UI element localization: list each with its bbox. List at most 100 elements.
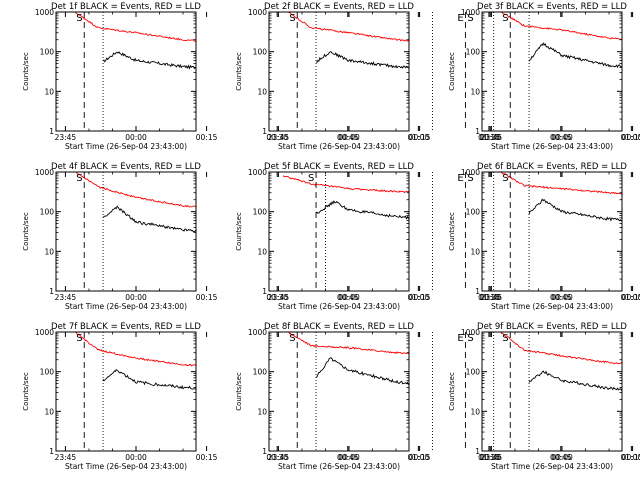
start-marker-label: S bbox=[502, 173, 508, 184]
x-tick-label: 00:15 bbox=[196, 293, 218, 302]
y-axis-label: Counts/sec bbox=[235, 372, 243, 411]
x-tick-label: 00:45 bbox=[337, 453, 359, 462]
x-tick-label: 00:15 bbox=[196, 453, 218, 462]
y-tick-label: 1 bbox=[49, 287, 54, 296]
y-tick-label: 1000 bbox=[35, 328, 54, 337]
start-marker-label: S bbox=[308, 173, 314, 184]
y-tick-label: 1 bbox=[49, 447, 54, 456]
x-axis-label: Start Time (26-Sep-04 23:43:00) bbox=[491, 142, 613, 151]
series-events-line bbox=[102, 205, 196, 233]
y-tick-label: 1000 bbox=[461, 328, 480, 337]
plot-frame bbox=[55, 331, 197, 452]
chart-panel-8: SES110100100023:4500:0000:1500:3000:4501… bbox=[235, 322, 640, 471]
chart-title: Det 2f BLACK = Events, RED = LLD bbox=[264, 2, 414, 12]
chart-panel-6: SES110100100023:4500:0000:1500:3000:4501… bbox=[448, 162, 640, 311]
chart-title: Det 3f BLACK = Events, RED = LLD bbox=[477, 2, 627, 12]
series-lld-line bbox=[287, 12, 409, 42]
series-events-line bbox=[102, 369, 196, 390]
y-tick-label: 1 bbox=[49, 127, 54, 136]
x-tick-label: 23:45 bbox=[481, 293, 503, 302]
x-axis-label: Start Time (26-Sep-04 23:43:00) bbox=[65, 462, 187, 471]
y-tick-label: 100 bbox=[253, 368, 268, 377]
y-axis-label: Counts/sec bbox=[448, 372, 456, 411]
chart-title: Det 9f BLACK = Events, RED = LLD bbox=[477, 322, 627, 332]
x-tick-label: 01:00 bbox=[408, 133, 430, 142]
x-tick-label: 01:00 bbox=[408, 453, 430, 462]
chart-title: Det 8f BLACK = Events, RED = LLD bbox=[264, 322, 414, 332]
series-lld-line bbox=[500, 172, 622, 195]
x-tick-label: 01:00 bbox=[621, 133, 640, 142]
series-lld-line bbox=[282, 175, 409, 194]
y-axis-label: Counts/sec bbox=[235, 52, 243, 91]
x-tick-label: 00:30 bbox=[266, 293, 288, 302]
x-axis-label: Start Time (26-Sep-04 23:43:00) bbox=[491, 302, 613, 311]
start-marker-label: S bbox=[289, 333, 295, 344]
x-tick-label: 01:15 bbox=[478, 453, 500, 462]
y-tick-label: 1 bbox=[475, 127, 480, 136]
start-marker-label: S bbox=[76, 333, 82, 344]
y-tick-label: 10 bbox=[44, 407, 54, 416]
x-tick-label: 23:45 bbox=[268, 453, 290, 462]
x-tick-label: 23:45 bbox=[481, 453, 503, 462]
x-tick-label: 23:45 bbox=[55, 453, 77, 462]
x-tick-label: 00:30 bbox=[479, 293, 501, 302]
x-tick-label: 01:00 bbox=[621, 293, 640, 302]
x-tick-label: 00:00 bbox=[125, 133, 147, 142]
x-tick-label: 00:00 bbox=[338, 453, 360, 462]
x-tick-label: 23:45 bbox=[55, 133, 77, 142]
chart-title: Det 7f BLACK = Events, RED = LLD bbox=[51, 322, 201, 332]
x-axis-label: Start Time (26-Sep-04 23:43:00) bbox=[491, 462, 613, 471]
chart-title: Det 4f BLACK = Events, RED = LLD bbox=[51, 162, 201, 172]
x-tick-label: 00:00 bbox=[125, 293, 147, 302]
x-tick-label: 00:15 bbox=[622, 133, 640, 142]
y-tick-label: 1000 bbox=[35, 168, 54, 177]
end-marker-label: E bbox=[457, 173, 463, 184]
y-tick-label: 1000 bbox=[461, 8, 480, 17]
y-tick-label: 1000 bbox=[248, 328, 267, 337]
y-axis-label: Counts/sec bbox=[22, 212, 30, 251]
start-marker-label-2: S bbox=[467, 13, 473, 24]
y-tick-label: 100 bbox=[253, 208, 268, 217]
x-axis-label: Start Time (26-Sep-04 23:43:00) bbox=[278, 302, 400, 311]
x-tick-label: 00:15 bbox=[196, 133, 218, 142]
x-tick-label: 00:15 bbox=[409, 453, 431, 462]
series-lld-line bbox=[74, 332, 196, 367]
x-tick-label: 23:45 bbox=[268, 293, 290, 302]
y-tick-label: 1000 bbox=[248, 8, 267, 17]
y-tick-label: 1000 bbox=[461, 168, 480, 177]
y-tick-label: 10 bbox=[470, 87, 480, 96]
chart-title: Det 5f BLACK = Events, RED = LLD bbox=[264, 162, 414, 172]
x-tick-label: 01:15 bbox=[478, 133, 500, 142]
chart-panel-9: SES110100100023:4500:0000:1500:3000:4501… bbox=[448, 322, 640, 471]
x-axis-label: Start Time (26-Sep-04 23:43:00) bbox=[65, 142, 187, 151]
y-tick-label: 10 bbox=[44, 87, 54, 96]
y-tick-label: 10 bbox=[470, 407, 480, 416]
x-tick-label: 00:30 bbox=[479, 133, 501, 142]
series-lld-line bbox=[74, 12, 196, 42]
x-tick-label: 00:45 bbox=[337, 133, 359, 142]
y-tick-label: 1 bbox=[262, 447, 267, 456]
end-marker-label: E bbox=[457, 13, 463, 24]
y-tick-label: 10 bbox=[257, 407, 267, 416]
y-tick-label: 100 bbox=[40, 368, 55, 377]
y-tick-label: 100 bbox=[466, 208, 481, 217]
series-lld-line bbox=[500, 12, 622, 41]
x-axis-label: Start Time (26-Sep-04 23:43:00) bbox=[278, 462, 400, 471]
y-tick-label: 100 bbox=[40, 48, 55, 57]
y-tick-label: 10 bbox=[257, 87, 267, 96]
x-tick-label: 01:00 bbox=[408, 293, 430, 302]
y-tick-label: 1 bbox=[475, 447, 480, 456]
start-marker-label-2: S bbox=[467, 333, 473, 344]
x-tick-label: 00:15 bbox=[409, 293, 431, 302]
x-tick-label: 00:00 bbox=[338, 133, 360, 142]
y-axis-label: Counts/sec bbox=[22, 372, 30, 411]
plot-frame bbox=[55, 11, 197, 132]
x-tick-label: 00:45 bbox=[550, 293, 572, 302]
y-tick-label: 100 bbox=[40, 208, 55, 217]
series-lld-line bbox=[75, 172, 196, 208]
x-tick-label: 01:00 bbox=[621, 453, 640, 462]
x-tick-label: 00:15 bbox=[409, 133, 431, 142]
